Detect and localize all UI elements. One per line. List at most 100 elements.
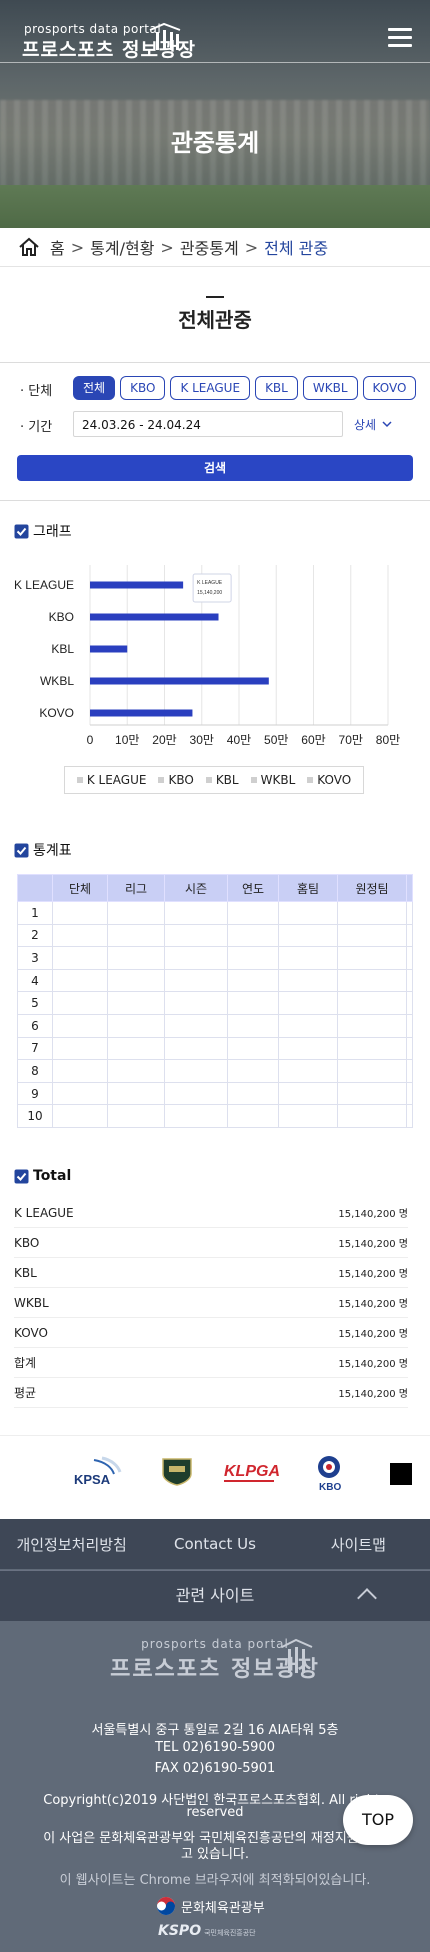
home-icon[interactable]	[18, 236, 40, 258]
table-cell	[406, 901, 413, 925]
org-chip-wkbl[interactable]: WKBL	[302, 376, 358, 400]
detail-toggle[interactable]: 상세	[354, 416, 392, 433]
table-cell	[337, 1059, 407, 1083]
total-value: 15,140,200 명	[338, 1239, 408, 1250]
total-label: K LEAGUE	[14, 1205, 74, 1220]
table-cell	[227, 1081, 279, 1106]
footer-browser-note: 이 웹사이트는 Chrome 브라우저에 최적화되어있습니다.	[59, 1873, 371, 1888]
scroll-top-button[interactable]: TOP	[343, 1795, 413, 1845]
org-chip-kleague[interactable]: K LEAGUE	[170, 376, 251, 400]
header-divider	[0, 62, 430, 63]
table-cell	[406, 1013, 413, 1038]
table-row: 7	[17, 1036, 413, 1061]
total-value: 15,140,200 명	[338, 1209, 408, 1220]
total-section-title: Total	[33, 1168, 72, 1184]
row-index: 1	[17, 901, 53, 925]
table-cell	[164, 901, 228, 925]
table-cell	[107, 1036, 165, 1061]
legend-item[interactable]: KBL	[205, 773, 239, 787]
klpga-logo[interactable]: KLPGA	[222, 1460, 284, 1494]
col-header-year: 연도	[227, 874, 279, 902]
total-row: K LEAGUE 15,140,200 명	[14, 1198, 408, 1228]
x-tick-label: 80만	[376, 733, 400, 747]
table-cell	[52, 1104, 108, 1128]
legend-item[interactable]: KBO	[158, 773, 194, 787]
row-index: 8	[17, 1059, 53, 1083]
row-index: 6	[17, 1013, 53, 1038]
table-cell	[107, 1013, 165, 1038]
breadcrumb-home[interactable]: 홈	[50, 239, 65, 258]
legend-item[interactable]: KOVO	[307, 773, 351, 787]
kspo-logo[interactable]: KSPO 국민체육진흥공단	[158, 1923, 256, 1939]
table-cell	[227, 946, 279, 970]
period-filter-label: · 기간	[20, 420, 53, 435]
brand-korean[interactable]: 프로스포츠 정보광장	[22, 39, 196, 61]
table-cell	[406, 923, 413, 948]
table-cell	[227, 923, 279, 948]
table-cell	[52, 923, 108, 948]
footer-address: 서울특별시 중구 통일로 2길 16 AIA타워 5층	[91, 1723, 339, 1738]
table-cell	[107, 1104, 165, 1128]
table-cell	[278, 991, 338, 1015]
table-cell	[406, 968, 413, 993]
related-sites-toggle[interactable]: 관련 사이트	[0, 1570, 430, 1621]
table-cell	[107, 968, 165, 993]
table-cell	[278, 1081, 338, 1106]
col-header-extra	[406, 874, 413, 902]
org-chip-kbl[interactable]: KBL	[255, 376, 298, 400]
contact-us-link[interactable]: Contact Us	[174, 1535, 256, 1553]
sitemap-link[interactable]: 사이트맵	[330, 1535, 386, 1554]
taegeuk-icon	[157, 1897, 175, 1915]
footer-links: 개인정보처리방침 Contact Us 사이트맵	[0, 1519, 430, 1569]
kpsa-logo[interactable]: KPSA	[72, 1456, 132, 1494]
table-cell	[406, 991, 413, 1015]
hamburger-menu-icon[interactable]	[388, 28, 412, 48]
table-cell	[337, 1036, 407, 1061]
chart-legend: K LEAGUE KBO KBL WKBL KOVO	[64, 766, 364, 794]
shield-logo[interactable]	[160, 1456, 194, 1490]
table-cell	[164, 923, 228, 948]
title-accent-bar	[206, 296, 224, 298]
hero-title: 관중통계	[170, 129, 260, 157]
svg-text:KLPGA: KLPGA	[224, 1463, 280, 1480]
table-row: 1	[17, 901, 413, 925]
kbo-logo[interactable]: KBO	[314, 1454, 344, 1498]
col-header-home: 홈팀	[278, 874, 338, 902]
breadcrumb-level1[interactable]: 통계/현황	[90, 239, 155, 258]
period-date-range-input[interactable]: 24.03.26 - 24.04.24	[73, 411, 343, 437]
legend-item[interactable]: WKBL	[250, 773, 295, 787]
category-label: K LEAGUE	[14, 578, 74, 592]
row-index: 3	[17, 946, 53, 970]
footer: 개인정보처리방침 Contact Us 사이트맵 관련 사이트 prosport…	[0, 1519, 430, 1952]
table-cell	[337, 923, 407, 948]
footer-logo-mark-icon	[281, 1638, 313, 1673]
partner-logo-partial[interactable]	[390, 1463, 412, 1485]
table-cell	[52, 1036, 108, 1061]
tooltip-label: K LEAGUE	[197, 580, 223, 586]
table-cell	[52, 1013, 108, 1038]
table-cell	[337, 1081, 407, 1106]
table-cell	[164, 1036, 228, 1061]
table-cell	[227, 901, 279, 925]
total-label: KOVO	[14, 1325, 48, 1340]
footer-funding-cont: 고 있습니다.	[180, 1847, 250, 1862]
checkbox-icon	[14, 843, 29, 857]
privacy-policy-link[interactable]: 개인정보처리방침	[16, 1535, 127, 1554]
search-button[interactable]: 검색	[17, 455, 413, 481]
org-chip-kbo[interactable]: KBO	[120, 376, 166, 400]
total-row: KBO 15,140,200 명	[14, 1228, 408, 1258]
table-cell	[406, 1081, 413, 1106]
category-label: KBL	[51, 642, 74, 656]
table-cell	[227, 968, 279, 993]
legend-item[interactable]: K LEAGUE	[76, 773, 146, 787]
org-chip-all[interactable]: 전체	[73, 376, 116, 400]
attendance-bar-chart: 0 10만 20만 30만 40만 50만 60만 70만 80만 K LEAGUE KBO KBL W…	[14, 565, 400, 747]
section-divider	[0, 362, 430, 363]
table-cell	[164, 1059, 228, 1083]
org-chip-kovo[interactable]: KOVO	[362, 376, 417, 400]
mcst-logo[interactable]: 문화체육관광부	[156, 1896, 265, 1916]
bar	[90, 645, 128, 653]
kspo-wordmark: KSPO	[158, 1923, 202, 1939]
table-cell	[227, 1059, 279, 1083]
breadcrumb-level2[interactable]: 관중통계	[179, 239, 239, 258]
